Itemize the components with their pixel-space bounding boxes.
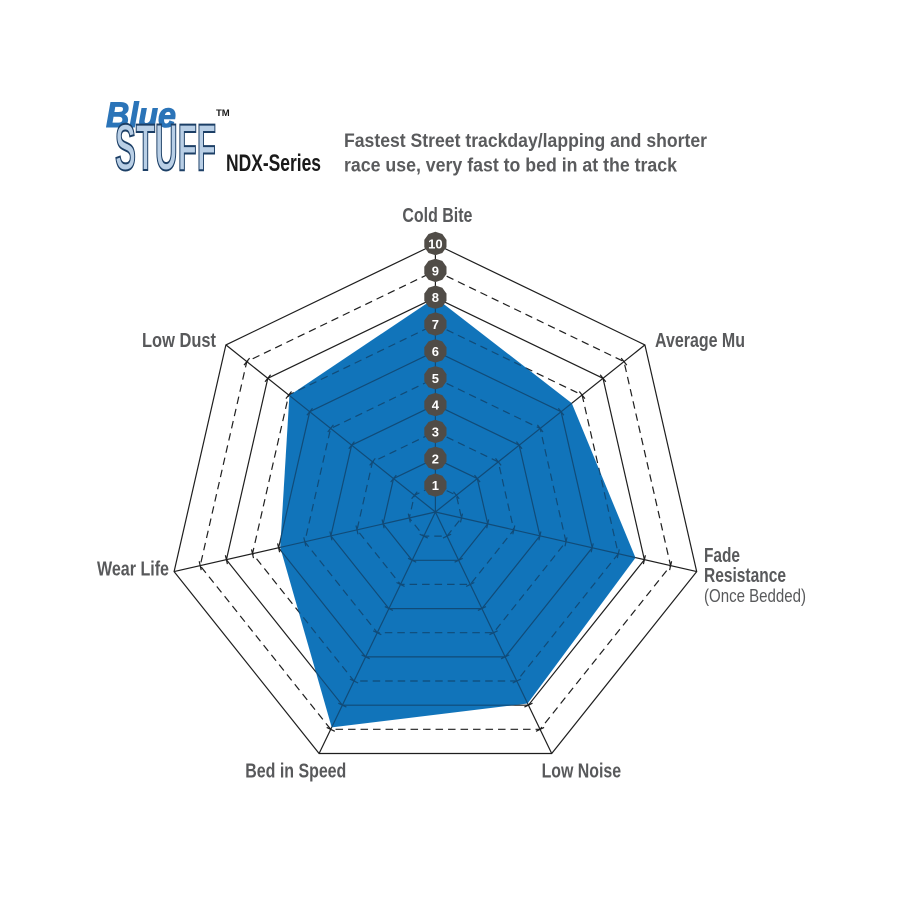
svg-text:1: 1 <box>432 478 439 493</box>
svg-text:NDX-Series: NDX-Series <box>226 150 321 177</box>
svg-text:2: 2 <box>432 451 439 466</box>
svg-text:Resistance: Resistance <box>704 565 786 587</box>
svg-text:STUFF: STUFF <box>115 110 216 184</box>
svg-text:Fade: Fade <box>704 545 740 567</box>
svg-text:Wear Life: Wear Life <box>97 559 169 581</box>
svg-text:Bed in Speed: Bed in Speed <box>245 760 346 782</box>
svg-text:TM: TM <box>216 108 230 119</box>
svg-text:Cold Bite: Cold Bite <box>402 205 472 227</box>
svg-text:Fastest Street trackday/lappin: Fastest Street trackday/lapping and shor… <box>344 130 707 152</box>
svg-text:7: 7 <box>432 317 439 332</box>
svg-text:9: 9 <box>432 263 439 278</box>
svg-text:8: 8 <box>432 290 439 305</box>
svg-text:Average Mu: Average Mu <box>655 330 745 352</box>
svg-text:6: 6 <box>432 344 439 359</box>
svg-text:Low Dust: Low Dust <box>142 330 216 352</box>
svg-text:Low Noise: Low Noise <box>542 760 622 782</box>
svg-text:Blue: Blue <box>106 96 176 135</box>
svg-text:5: 5 <box>432 371 439 386</box>
svg-text:race use, very fast to bed in: race use, very fast to bed in at the tra… <box>344 154 677 176</box>
svg-text:(Once Bedded): (Once Bedded) <box>704 585 806 606</box>
svg-text:4: 4 <box>432 398 440 413</box>
svg-text:10: 10 <box>428 238 443 252</box>
svg-text:3: 3 <box>432 424 439 439</box>
